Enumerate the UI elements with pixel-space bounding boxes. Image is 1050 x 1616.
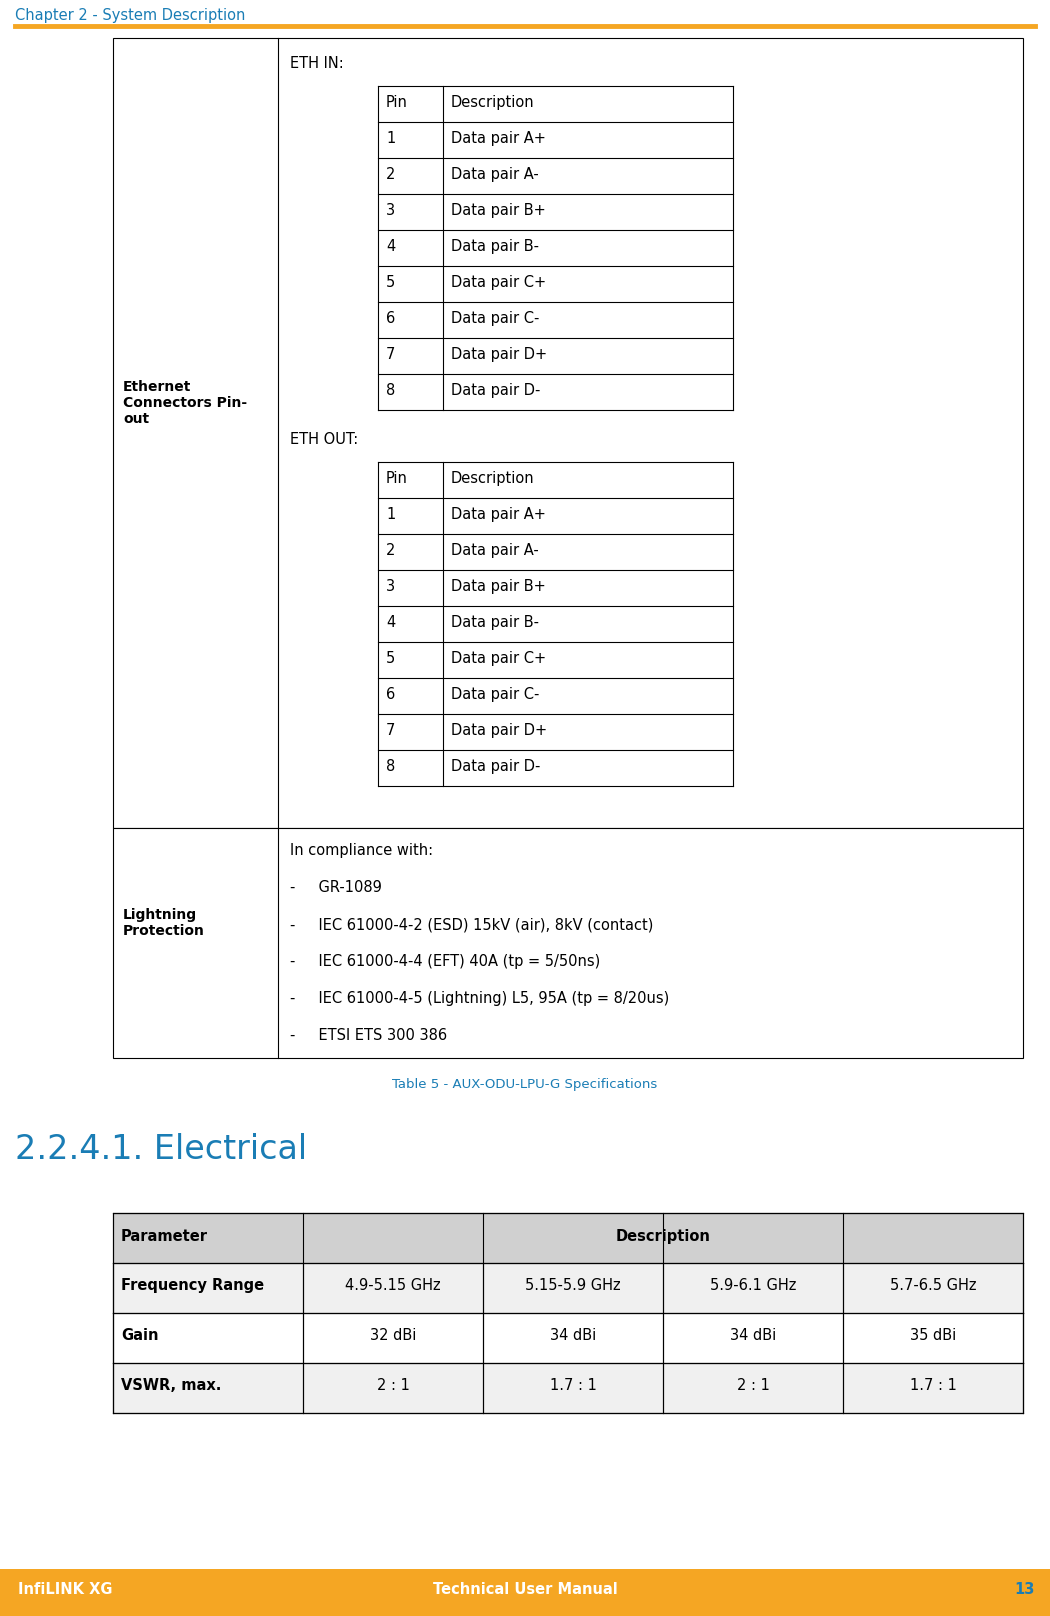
- Text: InfiLINK XG: InfiLINK XG: [18, 1582, 112, 1597]
- Text: Lightning
Protection: Lightning Protection: [123, 908, 205, 939]
- Text: 7: 7: [386, 722, 396, 739]
- Bar: [113, 827, 1023, 1058]
- Text: 34 dBi: 34 dBi: [730, 1328, 776, 1343]
- Text: Pin: Pin: [386, 95, 407, 110]
- Text: Pin: Pin: [386, 470, 407, 486]
- Text: 2: 2: [386, 543, 396, 558]
- Text: -     IEC 61000-4-4 (EFT) 40A (tp = 5/50ns): - IEC 61000-4-4 (EFT) 40A (tp = 5/50ns): [290, 953, 601, 970]
- Text: Parameter: Parameter: [121, 1230, 208, 1244]
- Text: VSWR, max.: VSWR, max.: [121, 1378, 222, 1393]
- Text: 6: 6: [386, 310, 395, 326]
- Bar: [113, 1214, 1023, 1264]
- Text: Description: Description: [452, 95, 534, 110]
- Text: 8: 8: [386, 383, 395, 398]
- Text: Data pair D+: Data pair D+: [452, 722, 547, 739]
- Text: Data pair B-: Data pair B-: [452, 616, 539, 630]
- Text: 5: 5: [386, 651, 395, 666]
- Text: Data pair A+: Data pair A+: [452, 131, 546, 145]
- Text: Table 5 - AUX-ODU-LPU-G Specifications: Table 5 - AUX-ODU-LPU-G Specifications: [393, 1078, 657, 1091]
- Text: 5.15-5.9 GHz: 5.15-5.9 GHz: [525, 1278, 621, 1293]
- Bar: [113, 1214, 1023, 1412]
- Text: Description: Description: [452, 470, 534, 486]
- Text: 4: 4: [386, 239, 395, 254]
- Text: In compliance with:: In compliance with:: [290, 844, 433, 858]
- Text: 1: 1: [386, 507, 395, 522]
- Text: -     IEC 61000-4-2 (ESD) 15kV (air), 8kV (contact): - IEC 61000-4-2 (ESD) 15kV (air), 8kV (c…: [290, 916, 653, 932]
- Text: Description: Description: [615, 1230, 711, 1244]
- Bar: [113, 1264, 1023, 1312]
- Text: Ethernet
Connectors Pin-
out: Ethernet Connectors Pin- out: [123, 380, 247, 427]
- Text: Frequency Range: Frequency Range: [121, 1278, 265, 1293]
- Text: 7: 7: [386, 347, 396, 362]
- Text: 3: 3: [386, 204, 395, 218]
- Text: 13: 13: [1014, 1582, 1035, 1597]
- Text: 4: 4: [386, 616, 395, 630]
- Text: Data pair A+: Data pair A+: [452, 507, 546, 522]
- Text: -     IEC 61000-4-5 (Lightning) L5, 95A (tp = 8/20us): - IEC 61000-4-5 (Lightning) L5, 95A (tp …: [290, 991, 669, 1007]
- Text: 5.9-6.1 GHz: 5.9-6.1 GHz: [710, 1278, 796, 1293]
- Text: 1: 1: [386, 131, 395, 145]
- Text: Data pair B+: Data pair B+: [452, 204, 546, 218]
- Text: Technical User Manual: Technical User Manual: [433, 1582, 617, 1597]
- Text: Chapter 2 - System Description: Chapter 2 - System Description: [15, 8, 246, 23]
- Bar: [113, 39, 1023, 827]
- Text: Data pair D-: Data pair D-: [452, 760, 541, 774]
- Text: 2 : 1: 2 : 1: [736, 1378, 770, 1393]
- Bar: [0, 1569, 1050, 1616]
- Text: Data pair D-: Data pair D-: [452, 383, 541, 398]
- Text: 1.7 : 1: 1.7 : 1: [549, 1378, 596, 1393]
- Text: Data pair C-: Data pair C-: [452, 687, 540, 701]
- Text: -     GR-1089: - GR-1089: [290, 881, 382, 895]
- Text: 5.7-6.5 GHz: 5.7-6.5 GHz: [889, 1278, 977, 1293]
- Text: Data pair C+: Data pair C+: [452, 651, 546, 666]
- Text: 34 dBi: 34 dBi: [550, 1328, 596, 1343]
- Text: 1.7 : 1: 1.7 : 1: [909, 1378, 957, 1393]
- Text: 2 : 1: 2 : 1: [377, 1378, 410, 1393]
- Text: Data pair B+: Data pair B+: [452, 579, 546, 595]
- Text: 3: 3: [386, 579, 395, 595]
- Text: 5: 5: [386, 275, 395, 289]
- Text: 32 dBi: 32 dBi: [370, 1328, 416, 1343]
- Text: ETH IN:: ETH IN:: [290, 57, 343, 71]
- Bar: [113, 1362, 1023, 1412]
- Text: 4.9-5.15 GHz: 4.9-5.15 GHz: [345, 1278, 441, 1293]
- Text: Gain: Gain: [121, 1328, 159, 1343]
- Text: 2: 2: [386, 166, 396, 183]
- Text: Data pair A-: Data pair A-: [452, 166, 539, 183]
- Text: Data pair D+: Data pair D+: [452, 347, 547, 362]
- Text: 8: 8: [386, 760, 395, 774]
- Text: Data pair C-: Data pair C-: [452, 310, 540, 326]
- Text: Data pair A-: Data pair A-: [452, 543, 539, 558]
- Text: 35 dBi: 35 dBi: [910, 1328, 957, 1343]
- Bar: [113, 1312, 1023, 1362]
- Text: Data pair C+: Data pair C+: [452, 275, 546, 289]
- Text: 2.2.4.1. Electrical: 2.2.4.1. Electrical: [15, 1133, 307, 1167]
- Text: 6: 6: [386, 687, 395, 701]
- Text: -     ETSI ETS 300 386: - ETSI ETS 300 386: [290, 1028, 447, 1042]
- Text: ETH OUT:: ETH OUT:: [290, 431, 358, 448]
- Text: Data pair B-: Data pair B-: [452, 239, 539, 254]
